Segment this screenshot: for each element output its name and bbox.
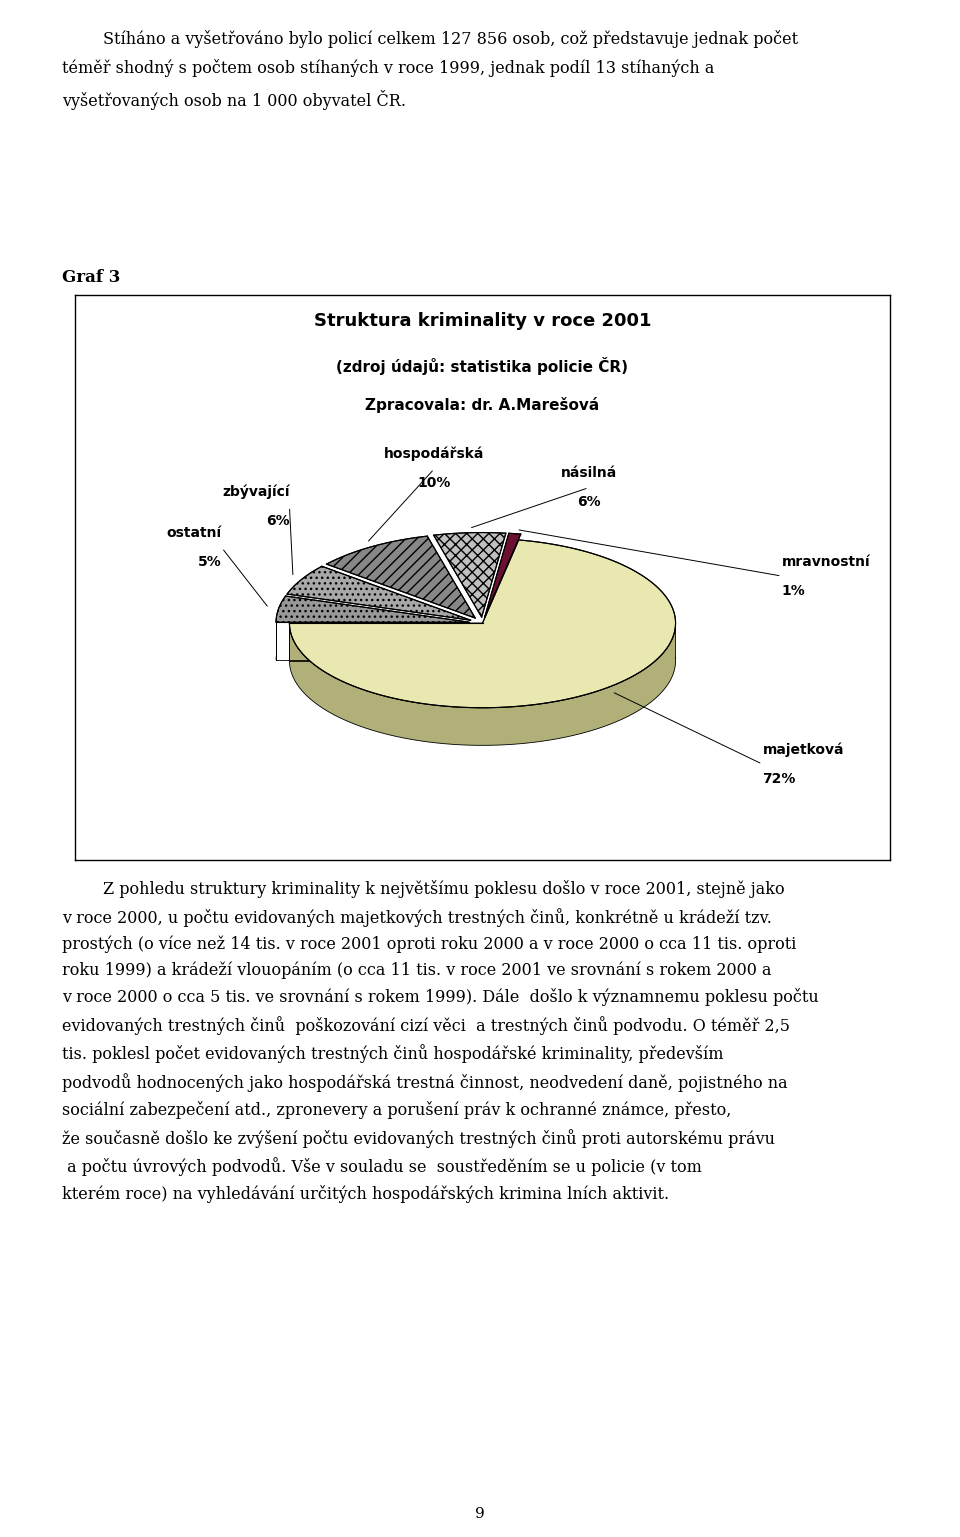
Text: hospodářská: hospodářská bbox=[384, 447, 485, 461]
Text: Stíháno a vyšetřováno bylo policí celkem 127 856 osob, což představuje jednak po: Stíháno a vyšetřováno bylo policí celkem… bbox=[62, 31, 799, 111]
Text: 6%: 6% bbox=[266, 513, 290, 529]
Text: násilná: násilná bbox=[561, 466, 617, 480]
Polygon shape bbox=[485, 533, 520, 618]
Polygon shape bbox=[434, 532, 506, 618]
Text: ostatní: ostatní bbox=[167, 526, 222, 541]
Text: Struktura kriminality v roce 2001: Struktura kriminality v roce 2001 bbox=[314, 312, 651, 330]
Text: mravnostní: mravnostní bbox=[781, 555, 871, 569]
Text: 72%: 72% bbox=[762, 772, 796, 785]
Text: zbývající: zbývající bbox=[222, 484, 290, 500]
Text: 5%: 5% bbox=[198, 555, 222, 569]
Polygon shape bbox=[326, 536, 475, 618]
Text: 9: 9 bbox=[475, 1506, 485, 1522]
Text: majetková: majetková bbox=[762, 742, 844, 756]
Text: 10%: 10% bbox=[418, 476, 451, 490]
Text: Z pohledu struktury kriminality k největšímu poklesu došlo v roce 2001, stejně j: Z pohledu struktury kriminality k největ… bbox=[62, 881, 819, 1203]
Text: Zpracovala: dr. A.Marešová: Zpracovala: dr. A.Marešová bbox=[366, 397, 600, 413]
Text: 6%: 6% bbox=[577, 495, 601, 509]
Polygon shape bbox=[276, 596, 469, 622]
Polygon shape bbox=[290, 619, 676, 745]
Text: Graf 3: Graf 3 bbox=[62, 269, 121, 286]
Text: (zdroj údajů: statistika policie ČR): (zdroj údajů: statistika policie ČR) bbox=[337, 357, 629, 375]
Polygon shape bbox=[290, 539, 676, 707]
Text: 1%: 1% bbox=[781, 584, 805, 598]
Polygon shape bbox=[287, 566, 470, 621]
